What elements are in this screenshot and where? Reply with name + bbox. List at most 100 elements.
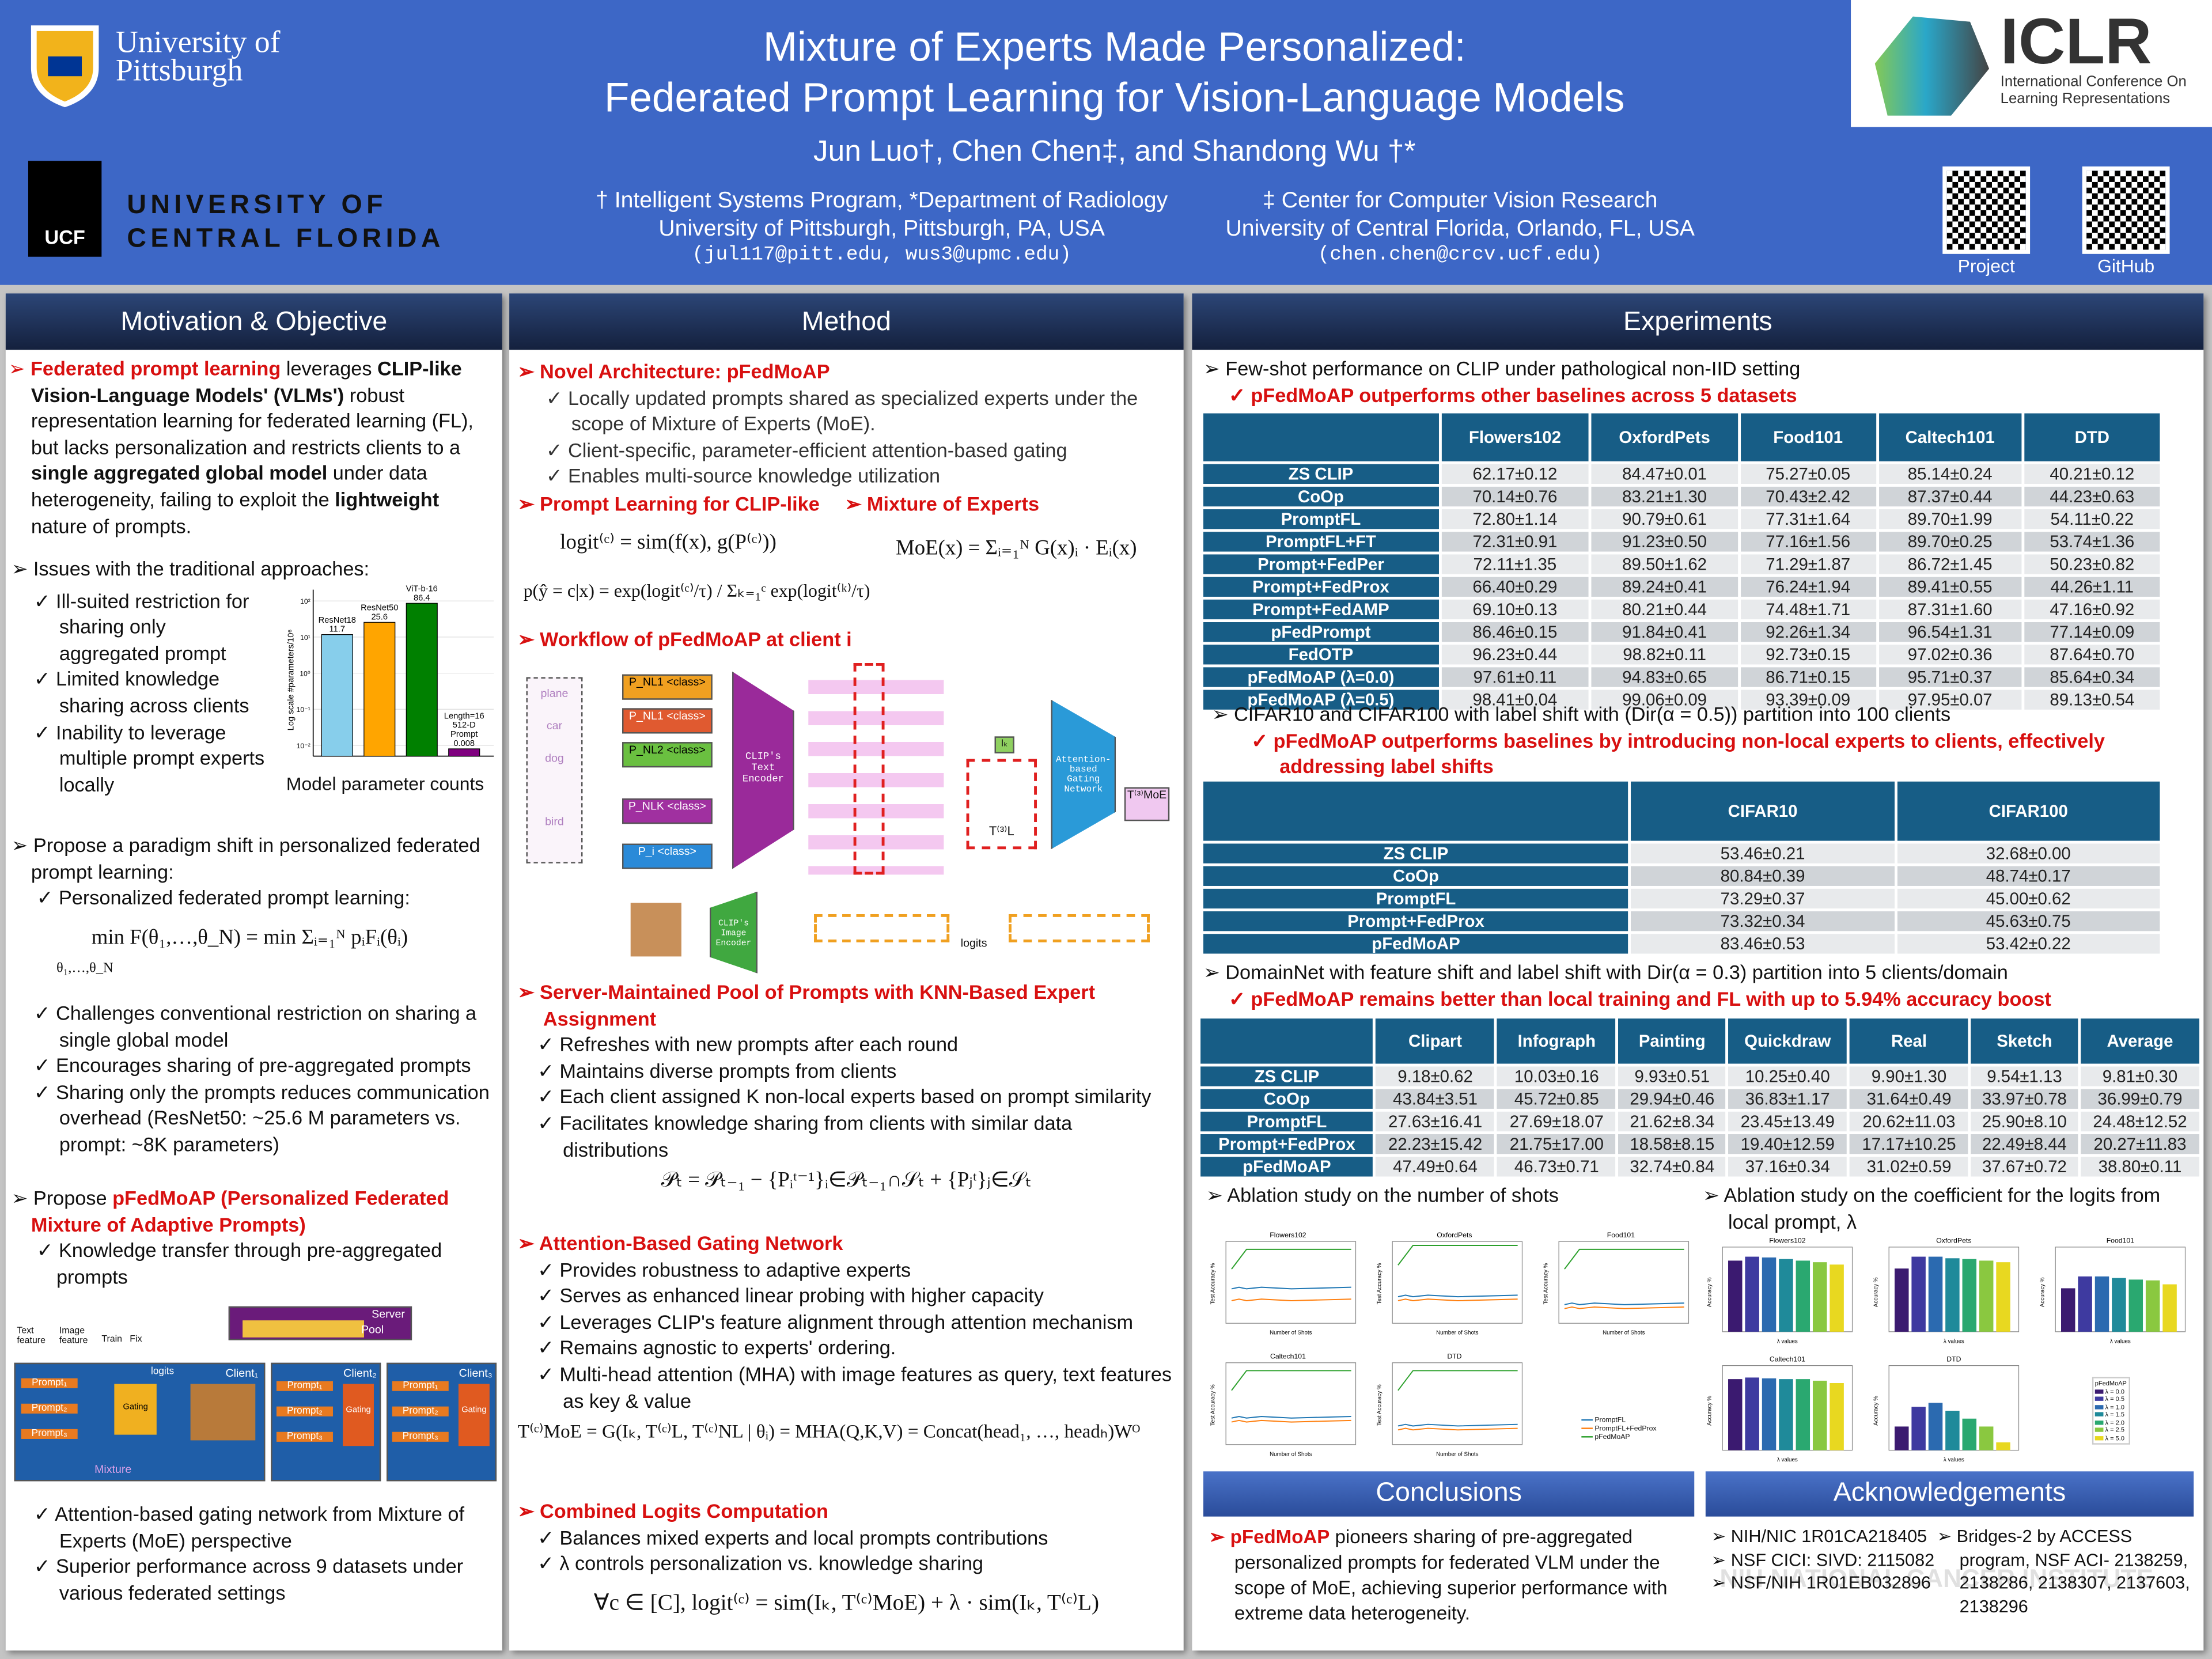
aff-email: (chen.chen@crcv.ucf.edu) <box>1317 244 1603 267</box>
table-cell: 20.27±11.83 <box>2081 1134 2199 1154</box>
table-cell: 89.70±1.99 <box>1878 509 2022 529</box>
bar <box>2078 1276 2092 1332</box>
ucf-pegasus-icon: UCF <box>28 161 102 257</box>
poster-title-line2: Federated Prompt Learning for Vision-Lan… <box>604 76 1625 122</box>
shots-legend: PromptFL PromptFL+FedProx pFedMoAP <box>1581 1416 1657 1442</box>
table-row: CoOp 70.14±0.76 83.21±1.30 70.43±2.42 87.37±… <box>1203 486 2160 507</box>
table-cell: 45.63±0.75 <box>1897 911 2160 931</box>
qr-code-github[interactable] <box>2082 166 2170 254</box>
class-column-highlight <box>853 663 885 875</box>
table-row: PromptFL 27.63±16.41 27.69±18.07 21.62±8.34… <box>1200 1111 2199 1132</box>
table-cell: 98.41±0.04 <box>1441 690 1589 710</box>
table-row: FedOTP 96.23±0.44 98.82±0.11 92.73±0.15 97.0… <box>1203 645 2160 665</box>
table-cell: 71.29±1.87 <box>1740 554 1876 574</box>
header: University of Pittsburgh UCF UNIVERSITY … <box>0 0 2212 285</box>
table-cell: 10.25±0.40 <box>1728 1066 1847 1086</box>
column-header: Painting <box>1619 1018 1726 1064</box>
dog-image <box>630 903 681 957</box>
row-header: CoOp <box>1203 866 1629 886</box>
y-axis-label: Accuracy % <box>1707 1277 1713 1307</box>
y-axis-label: Accuracy % <box>2040 1277 2046 1307</box>
iclr-logo: ICLR International Conference On Learnin… <box>1851 0 2212 127</box>
table-cell: 66.40±0.29 <box>1441 577 1589 597</box>
table-cell: 17.17±10.25 <box>1850 1134 1968 1154</box>
column-header: DTD <box>2024 413 2160 461</box>
bar-label: ResNet18 <box>319 616 356 625</box>
series-line <box>1231 1419 1351 1423</box>
table-row: pFedMoAP (λ=0.5) 98.41±0.04 99.06±0.09 93.3… <box>1203 690 2160 710</box>
row-header: pFedMoAP (λ=0.0) <box>1203 667 1438 687</box>
method-column: Method ➢ Novel Architecture: pFedMoAP ✓ … <box>509 293 1184 1651</box>
exp3-text: ➢ DomainNet with feature shift and label… <box>1203 960 2051 1010</box>
grant-item: ➢ NSF CICI: SIVD: 2115082 <box>1711 1550 1935 1570</box>
bar <box>1830 1264 1844 1332</box>
corner-cell <box>1203 413 1438 461</box>
row-header: PromptFL+FT <box>1203 532 1438 552</box>
client1-box: Client₁ Prompt₁ Prompt₂ Prompt₃ Gating l… <box>14 1362 266 1482</box>
table-cell: 86.46±0.15 <box>1441 622 1589 642</box>
column-header: Caltech101 <box>1878 413 2022 461</box>
table-cell: 86.72±1.45 <box>1878 554 2022 574</box>
moe-logits-row <box>1009 914 1150 942</box>
series-line <box>1397 1298 1518 1301</box>
bar <box>1812 1262 1827 1332</box>
grant-item: ➢ Bridges-2 by ACCESS program, NSF ACI- … <box>1937 1526 2190 1616</box>
y-axis-label: Test Accuracy % <box>1377 1263 1383 1304</box>
subsection-title: Workflow of pFedMoAP at client i <box>540 627 852 650</box>
legend-item: λ = 2.0 <box>2094 1418 2127 1426</box>
dog-image <box>190 1384 256 1441</box>
table-cell: 80.84±0.39 <box>1631 866 1895 886</box>
qr-code-project[interactable] <box>1942 166 2031 254</box>
aff-email: (jul117@pitt.edu, wus3@upmc.edu) <box>692 244 1071 267</box>
chart-title: Flowers102 <box>1769 1237 1805 1245</box>
table-header-row: CIFAR10 CIFAR100 <box>1203 781 2160 841</box>
table-cell: 27.69±18.07 <box>1497 1111 1616 1132</box>
bar <box>1979 1426 1994 1450</box>
row-header: PromptFL <box>1203 888 1629 909</box>
series-line <box>1397 1294 1518 1298</box>
legend-item: λ = 1.0 <box>2094 1403 2127 1411</box>
y-tick-label: 10¹ <box>300 634 310 642</box>
lambda-chart: DTD λ values Accuracy % <box>1873 1355 2020 1463</box>
client3-box: Client₃ Prompt₁ Prompt₂ Prompt₃ Gating <box>387 1362 497 1482</box>
objective-equation: min F(θ₁,…,θ_N) = min Σᵢ₌₁ᴺ pᵢFᵢ(θᵢ) <box>91 926 408 949</box>
column-header: Quickdraw <box>1728 1018 1847 1064</box>
conclusions-box: Conclusions ➢ pFedMoAP pioneers sharing … <box>1203 1471 1695 1646</box>
bar-label: 0.008 <box>453 739 475 748</box>
legend-item: λ = 2.5 <box>2094 1426 2127 1434</box>
logit-equation: logit⁽ᶜ⁾ = sim(f(x), g(P⁽ᶜ⁾)) <box>560 532 777 555</box>
subsection-title: Attention-Based Gating Network <box>539 1231 843 1255</box>
table-row: Prompt+FedProx 22.23±15.42 21.75±17.00 18.5… <box>1200 1134 2199 1154</box>
table-cell: 40.21±0.12 <box>2024 464 2160 484</box>
bar <box>1779 1259 1793 1332</box>
table-cell: 97.02±0.36 <box>1878 645 2022 665</box>
chart-title: Caltech101 <box>1770 1355 1805 1363</box>
legend-item: λ = 5.0 <box>2094 1434 2127 1441</box>
bar <box>1745 1256 1759 1332</box>
table-cell: 95.71±0.37 <box>1878 667 2022 687</box>
section-title: Experiments <box>1192 293 2204 350</box>
local-prompt-feature: T⁽³⁾L <box>966 759 1037 850</box>
image-encoder: CLIP's Image Encoder <box>709 891 758 974</box>
x-axis-label: λ values <box>1777 1457 1798 1463</box>
bar <box>1962 1259 1977 1332</box>
bar <box>1728 1379 1743 1450</box>
ack-title: Acknowledgements <box>1705 1471 2194 1517</box>
combined-logits-section: ➢ Combined Logits Computation ✓ Balances… <box>518 1498 1175 1623</box>
table-cell: 76.24±1.94 <box>1740 577 1876 597</box>
x-axis-label: λ values <box>1944 1338 1964 1344</box>
table-cell: 91.23±0.50 <box>1591 532 1738 552</box>
bar-label: Length=16 <box>444 711 484 721</box>
bar <box>1996 1262 2010 1332</box>
subsection-title: Server-Maintained Pool of Prompts with K… <box>540 980 1096 1029</box>
column-header: CIFAR100 <box>1897 781 2160 841</box>
bar-label: 25.6 <box>371 612 388 622</box>
cifar-table: CIFAR10 CIFAR100 ZS CLIP 53.46±0.21 32.68±0.… <box>1200 779 2162 957</box>
y-axis-label: Accuracy % <box>1873 1396 1880 1426</box>
table-cell: 83.21±1.30 <box>1591 486 1738 507</box>
table-row: pFedMoAP 47.49±0.64 46.73±0.71 32.74±0.84 37… <box>1200 1157 2199 1177</box>
table-cell: 37.67±0.72 <box>1971 1157 2078 1177</box>
subsection-title: Combined Logits Computation <box>540 1499 828 1522</box>
architecture-section: ➢ Novel Architecture: pFedMoAP ✓ Locally… <box>517 359 1138 487</box>
legend-item: λ = 1.5 <box>2094 1411 2127 1418</box>
